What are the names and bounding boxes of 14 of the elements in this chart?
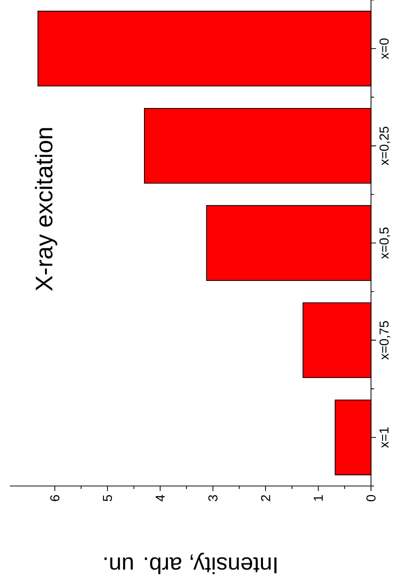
- annotation: X-ray excitation: [34, 128, 58, 291]
- x-tick-label: 4: [156, 494, 165, 502]
- y-tick-label: x=0: [380, 38, 389, 60]
- y-tick-label: x=0,25: [380, 126, 390, 166]
- x-tick-label: 3: [208, 495, 218, 502]
- x-tick-label: 5: [102, 495, 112, 502]
- x-axis-title: Intensity, arb. un.: [104, 552, 276, 574]
- x-tick-label: 6: [50, 495, 60, 502]
- x-tick-label: 1: [314, 495, 323, 501]
- x-tick-label: 0: [366, 495, 376, 502]
- y-tick-label: x=0,75: [380, 321, 390, 360]
- y-tick-label: x=0,5: [380, 228, 390, 259]
- x-tick-label: 2: [261, 495, 270, 502]
- y-tick-label: x=1: [380, 427, 388, 448]
